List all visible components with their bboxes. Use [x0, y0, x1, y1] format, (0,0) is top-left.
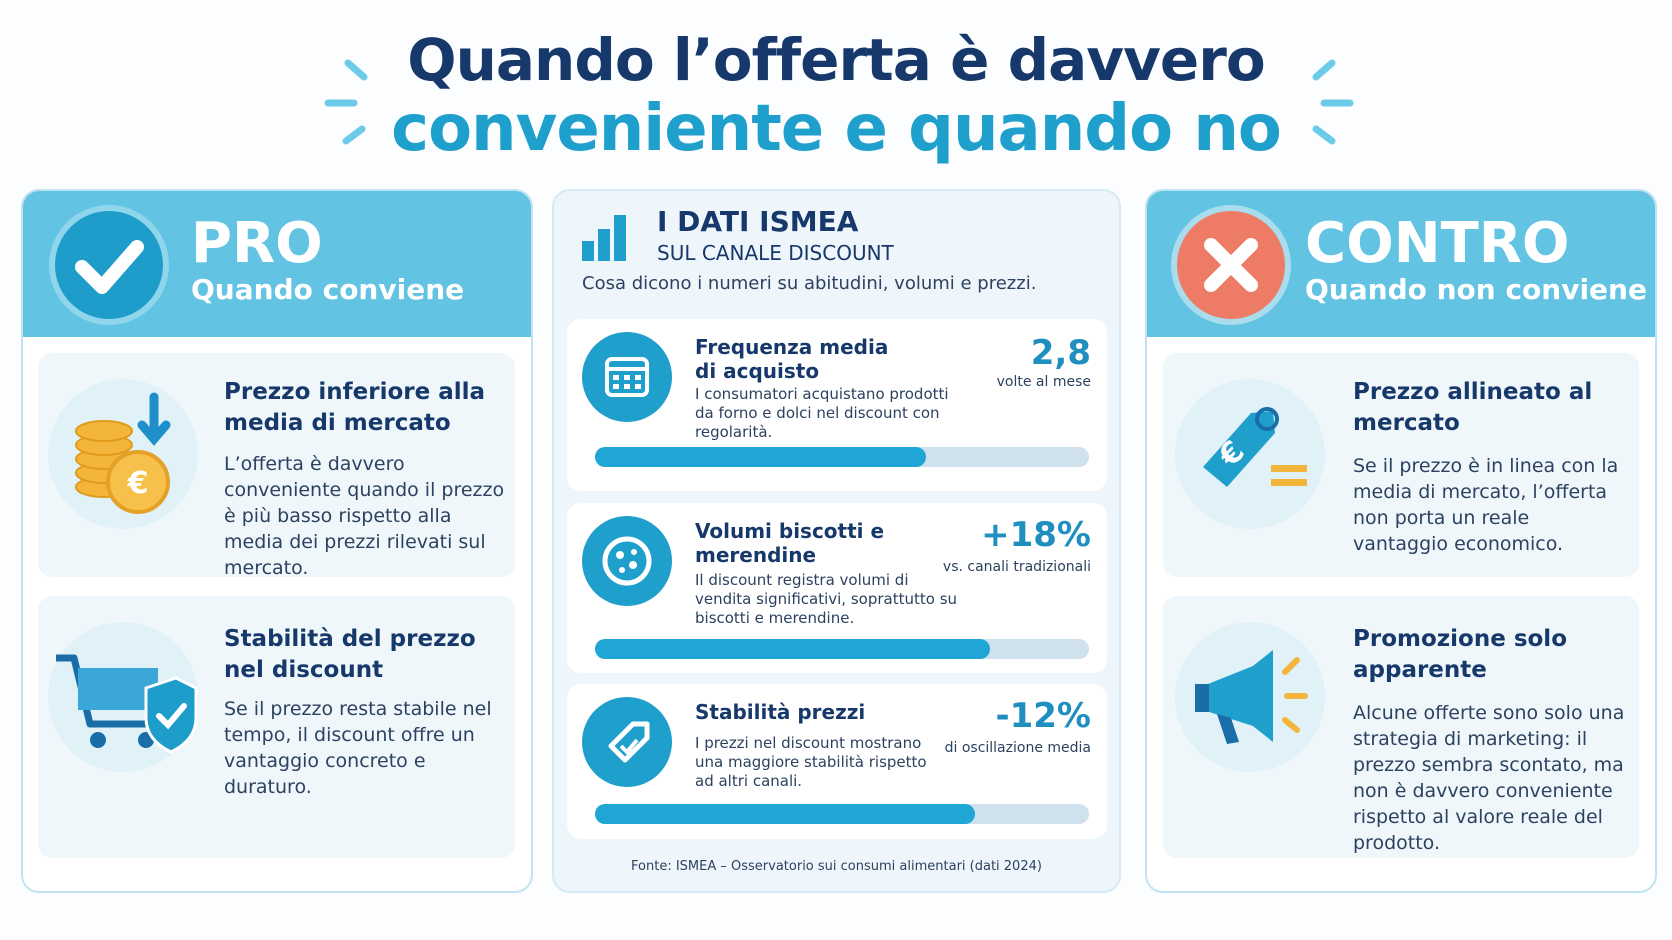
stat-text: I consumatori acquistano prodotti da for… — [695, 385, 949, 441]
progress-track — [595, 447, 1089, 467]
cart-icon — [48, 622, 198, 772]
stat-value: +18% — [981, 515, 1091, 555]
stat-title: Stabilità prezzi — [695, 700, 866, 724]
stat-card: Volumi biscotti e merendine Il discount … — [567, 503, 1107, 673]
price-tag-icon: € — [1175, 379, 1325, 529]
ismea-heading: I DATI ISMEA — [657, 205, 859, 238]
contro-panel: CONTRO Quando non conviene € Prezzo alli… — [1145, 189, 1657, 893]
stat-text: Il discount registra volumi di vendita s… — [695, 571, 958, 627]
ismea-panel: I DATI ISMEA SUL CANALE DISCOUNT Cosa di… — [552, 189, 1121, 893]
card-title: Prezzo allineato al mercato — [1353, 379, 1593, 436]
contro-subheading: Quando non conviene — [1305, 273, 1647, 306]
bars-icon — [582, 215, 626, 261]
progress-track — [595, 639, 1089, 659]
stat-text: I prezzi nel discount mostrano una maggi… — [695, 734, 927, 790]
pro-card: Stabilità del prezzo nel discount Se il … — [38, 596, 515, 858]
contro-card: Promozione solo apparente Alcune offerte… — [1163, 596, 1639, 858]
card-text: Se il prezzo resta stabile nel tempo, il… — [224, 698, 492, 798]
coins-icon: € — [48, 379, 198, 529]
stat-card: Frequenza media di acquisto I consumator… — [567, 319, 1107, 491]
ismea-subheading: SUL CANALE DISCOUNT — [657, 241, 894, 265]
progress-track — [595, 804, 1089, 824]
stat-unit: vs. canali tradizionali — [942, 559, 1091, 575]
pro-card: € Prezzo inferiore alla media di mercato… — [38, 353, 515, 579]
megaphone-icon — [1175, 622, 1325, 772]
svg-text:€: € — [127, 466, 149, 501]
cookie-icon — [582, 516, 672, 606]
title-line1: Quando l’offerta è davvero — [407, 26, 1265, 94]
contro-card: € Prezzo allineato al mercato Se il prez… — [1163, 353, 1639, 577]
stat-unit: di oscillazione media — [944, 740, 1091, 756]
ismea-intro: Cosa dicono i numeri su abitudini, volum… — [582, 273, 1037, 294]
cross-icon — [1171, 205, 1291, 325]
source: Fonte: ISMEA – Osservatorio sui consumi … — [631, 859, 1042, 874]
stat-unit: volte al mese — [996, 374, 1091, 390]
title-line2: conveniente e quando no — [391, 92, 1282, 166]
contro-heading: CONTRO — [1305, 211, 1570, 276]
tag-icon — [582, 697, 672, 787]
card-text: Se il prezzo è in linea con la media di … — [1353, 455, 1619, 555]
card-title: Promozione solo apparente — [1353, 626, 1567, 683]
card-text: L’offerta è davvero conveniente quando i… — [224, 453, 505, 579]
pro-heading: PRO — [191, 211, 323, 276]
stat-title: Frequenza media di acquisto — [695, 335, 889, 383]
stat-value: -12% — [995, 696, 1092, 736]
stat-card: Stabilità prezzi I prezzi nel discount m… — [567, 684, 1107, 839]
deco-rays-right — [1312, 59, 1354, 145]
check-icon — [49, 205, 169, 325]
progress-fill — [595, 447, 926, 467]
stat-value: 2,8 — [1030, 333, 1091, 373]
progress-fill — [595, 639, 991, 659]
deco-rays-left — [324, 59, 368, 145]
pro-panel: PRO Quando conviene € Prezzo inferiore a… — [21, 189, 533, 893]
pro-subheading: Quando conviene — [191, 273, 465, 306]
progress-fill — [595, 804, 976, 824]
card-title: Prezzo inferiore alla media di mercato — [224, 379, 486, 436]
card-title: Stabilità del prezzo nel discount — [224, 626, 476, 683]
stat-title: Volumi biscotti e merendine — [695, 519, 885, 567]
card-text: Alcune offerte sono solo una strategia d… — [1353, 702, 1625, 854]
calendar-icon — [582, 332, 672, 422]
